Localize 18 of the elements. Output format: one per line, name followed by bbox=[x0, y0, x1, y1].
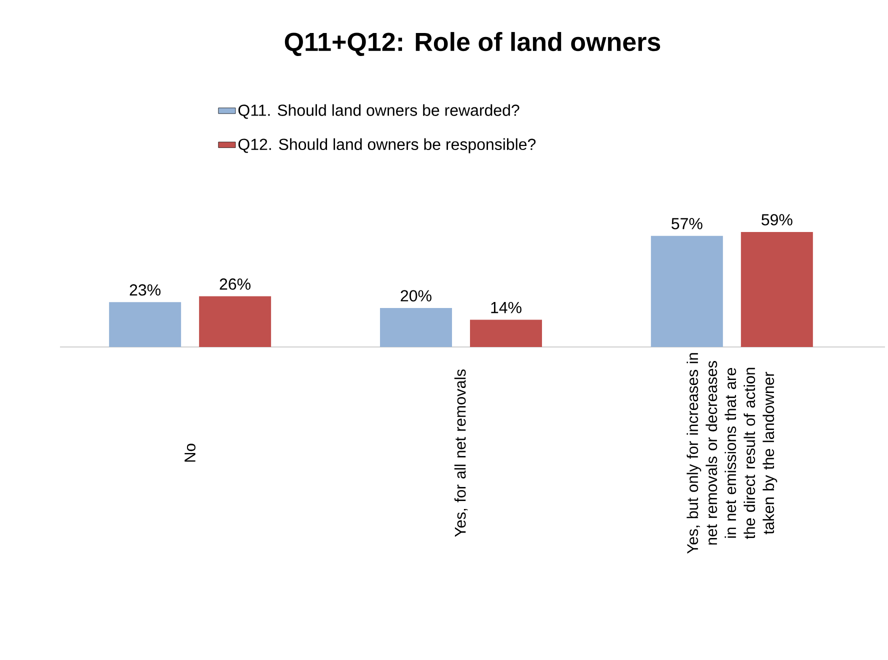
x-tick-label: No bbox=[184, 444, 196, 462]
bar bbox=[109, 302, 182, 347]
bar bbox=[740, 232, 813, 347]
x-tick-label: Yes, but only for increases in net removals or decreases in net emissions that are the direct result of action taken by the landowner bbox=[686, 353, 778, 554]
data-label: 59% bbox=[762, 214, 792, 226]
data-label: 14% bbox=[491, 302, 522, 314]
data-label: 20% bbox=[400, 290, 432, 302]
legend-label: Q11. Should land owners be rewarded? bbox=[238, 104, 520, 119]
bar bbox=[380, 308, 452, 347]
bar bbox=[650, 236, 723, 347]
bar bbox=[199, 296, 272, 347]
chart-title: Q11+Q12: Role of land owners bbox=[284, 32, 660, 56]
data-label: 23% bbox=[130, 284, 160, 296]
x-tick-label: Yes, for all net removals bbox=[454, 369, 468, 537]
legend-label: Q12. Should land owners be responsible? bbox=[238, 138, 536, 154]
bar bbox=[470, 320, 542, 347]
data-label: 57% bbox=[672, 218, 702, 230]
data-label: 26% bbox=[220, 278, 250, 290]
